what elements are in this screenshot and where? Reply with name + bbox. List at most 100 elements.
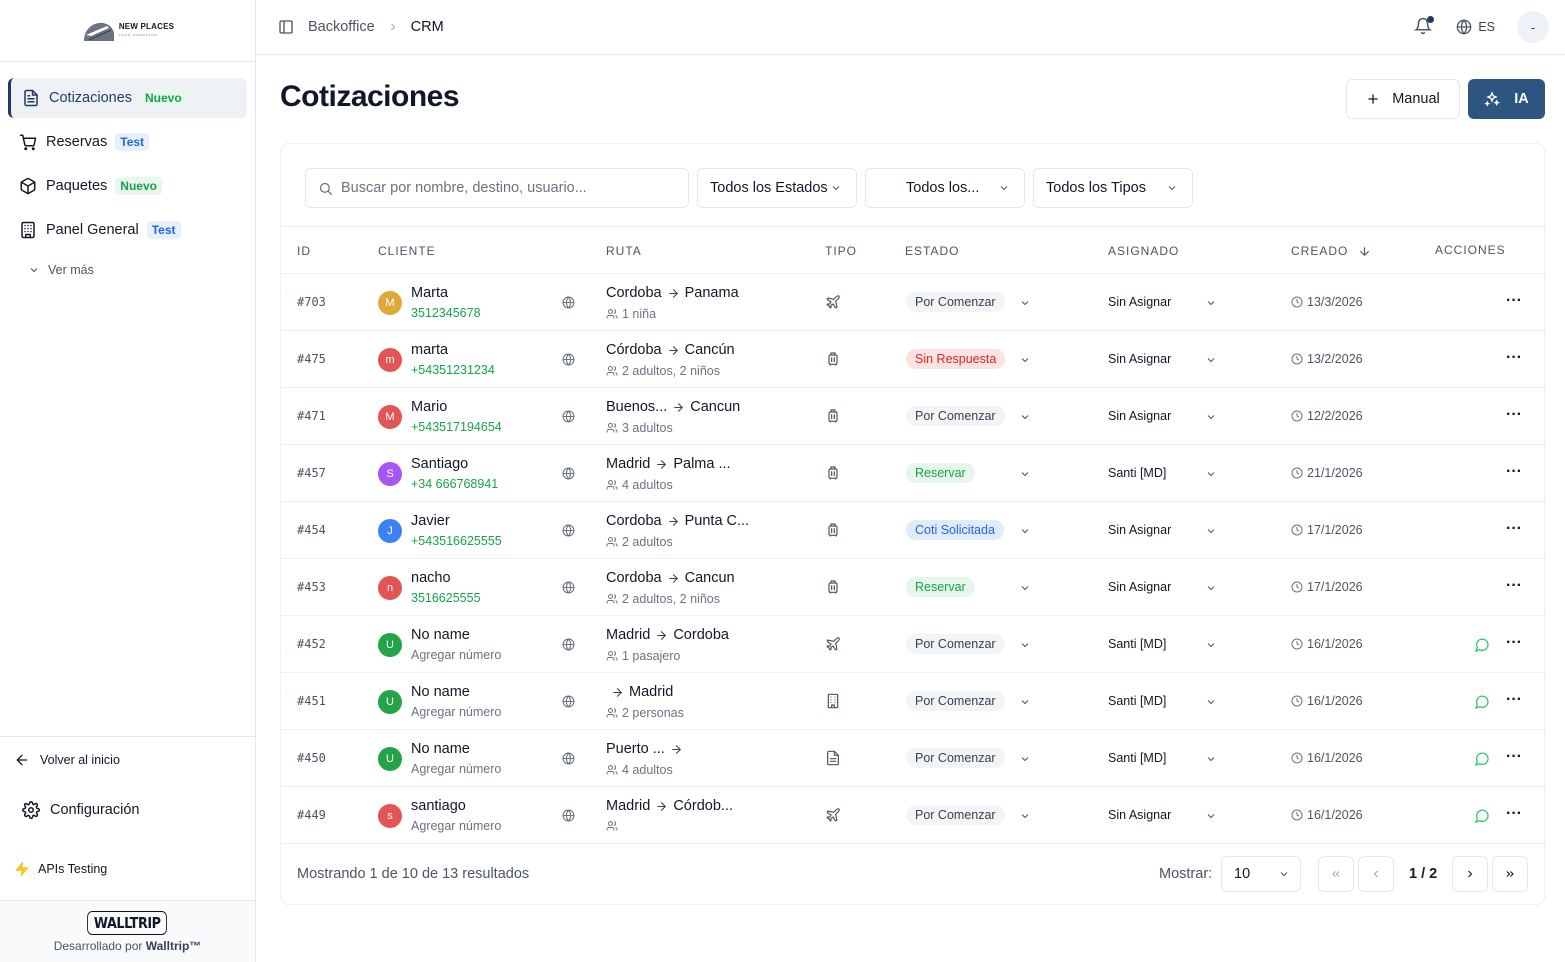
status-dropdown-chevron[interactable] <box>1019 638 1031 656</box>
assignee-dropdown-chevron[interactable] <box>1205 581 1217 599</box>
assignee[interactable]: Sin Asignar <box>1108 523 1172 537</box>
client-name[interactable]: santiago <box>411 798 466 814</box>
col-creado[interactable]: CREADO <box>1291 244 1371 258</box>
more-actions-icon[interactable]: ··· <box>1506 463 1522 480</box>
status-badge[interactable]: Por Comenzar <box>906 748 1005 768</box>
client-phone[interactable]: Agregar número <box>411 648 502 662</box>
ver-mas-toggle[interactable]: Ver más <box>8 256 247 284</box>
type-filter[interactable]: Todos los Tipos <box>1033 168 1193 208</box>
brand-logo[interactable]: NEW PLACES TOUR OPERATOR <box>81 19 174 43</box>
search-input[interactable]: Buscar por nombre, destino, usuario... <box>305 168 689 208</box>
chat-icon[interactable] <box>1474 751 1490 767</box>
assignee-dropdown-chevron[interactable] <box>1205 752 1217 770</box>
status-badge[interactable]: Reservar <box>906 577 975 597</box>
status-filter[interactable]: Todos los Estados <box>697 168 857 208</box>
client-phone[interactable]: 3516625555 <box>411 591 481 605</box>
language-selector[interactable]: ES <box>1456 19 1495 35</box>
table-row[interactable]: #449 s santiago Agregar número Madrid Cór… <box>281 787 1546 844</box>
client-name[interactable]: Marta <box>411 285 449 301</box>
table-row[interactable]: #451 U No name Agregar número Madrid 2 p… <box>281 673 1546 730</box>
status-badge[interactable]: Coti Solicitada <box>906 520 1004 540</box>
assignee[interactable]: Santi [MD] <box>1108 637 1167 651</box>
client-name[interactable]: Mario <box>411 399 448 415</box>
client-phone[interactable]: Agregar número <box>411 705 502 719</box>
user-filter[interactable]: Todos los... <box>865 168 1025 208</box>
client-name[interactable]: marta <box>411 342 449 358</box>
client-phone[interactable]: +543516625555 <box>411 534 502 548</box>
status-dropdown-chevron[interactable] <box>1019 581 1031 599</box>
client-name[interactable]: Javier <box>411 513 450 529</box>
assignee[interactable]: Sin Asignar <box>1108 409 1172 423</box>
route[interactable]: Córdoba Cancún <box>606 342 735 358</box>
table-row[interactable]: #703 M Marta 3512345678 Cordoba Panama 1 … <box>281 274 1546 331</box>
route[interactable]: Buenos... Cancun <box>606 399 740 415</box>
more-actions-icon[interactable]: ··· <box>1506 406 1522 423</box>
sidebar-toggle-icon[interactable] <box>278 19 294 35</box>
assignee[interactable]: Sin Asignar <box>1108 808 1172 822</box>
status-badge[interactable]: Por Comenzar <box>906 805 1005 825</box>
table-row[interactable]: #450 U No name Agregar número Puerto ...… <box>281 730 1546 787</box>
status-dropdown-chevron[interactable] <box>1019 524 1031 542</box>
route[interactable]: Madrid Cordoba <box>606 627 729 643</box>
assignee-dropdown-chevron[interactable] <box>1205 353 1217 371</box>
more-actions-icon[interactable]: ··· <box>1506 748 1522 765</box>
assignee-dropdown-chevron[interactable] <box>1205 524 1217 542</box>
table-row[interactable]: #454 J Javier +543516625555 Cordoba Punta… <box>281 502 1546 559</box>
status-badge[interactable]: Por Comenzar <box>906 292 1005 312</box>
status-badge[interactable]: Por Comenzar <box>906 634 1005 654</box>
chat-icon[interactable] <box>1474 694 1490 710</box>
chat-icon[interactable] <box>1474 808 1490 824</box>
route[interactable]: Puerto ... <box>606 741 688 757</box>
route[interactable]: Cordoba Panama <box>606 285 739 301</box>
status-dropdown-chevron[interactable] <box>1019 296 1031 314</box>
status-dropdown-chevron[interactable] <box>1019 353 1031 371</box>
first-page-button[interactable] <box>1318 856 1354 892</box>
client-phone[interactable]: +54351231234 <box>411 363 495 377</box>
last-page-button[interactable] <box>1492 856 1528 892</box>
assignee[interactable]: Sin Asignar <box>1108 295 1172 309</box>
client-name[interactable]: No name <box>411 627 470 643</box>
route[interactable]: Cordoba Cancun <box>606 570 735 586</box>
status-dropdown-chevron[interactable] <box>1019 467 1031 485</box>
prev-page-button[interactable] <box>1358 856 1394 892</box>
back-home-link[interactable]: Volver al inicio <box>0 736 255 782</box>
ai-button[interactable]: IA <box>1468 79 1545 119</box>
assignee-dropdown-chevron[interactable] <box>1205 296 1217 314</box>
assignee[interactable]: Santi [MD] <box>1108 466 1167 480</box>
assignee[interactable]: Santi [MD] <box>1108 694 1167 708</box>
client-phone[interactable]: Agregar número <box>411 819 502 833</box>
table-row[interactable]: #453 n nacho 3516625555 Cordoba Cancun 2 … <box>281 559 1546 616</box>
add-manual-button[interactable]: Manual <box>1346 79 1460 119</box>
assignee-dropdown-chevron[interactable] <box>1205 638 1217 656</box>
assignee-dropdown-chevron[interactable] <box>1205 467 1217 485</box>
more-actions-icon[interactable]: ··· <box>1506 634 1522 651</box>
client-name[interactable]: nacho <box>411 570 451 586</box>
table-row[interactable]: #475 m marta +54351231234 Córdoba Cancún … <box>281 331 1546 388</box>
status-badge[interactable]: Por Comenzar <box>906 406 1005 426</box>
assignee-dropdown-chevron[interactable] <box>1205 410 1217 428</box>
client-phone[interactable]: +34 666768941 <box>411 477 499 491</box>
assignee-dropdown-chevron[interactable] <box>1205 695 1217 713</box>
route[interactable]: Cordoba Punta C... <box>606 513 749 529</box>
more-actions-icon[interactable]: ··· <box>1506 520 1522 537</box>
route[interactable]: Madrid Córdob... <box>606 798 733 814</box>
status-dropdown-chevron[interactable] <box>1019 752 1031 770</box>
status-dropdown-chevron[interactable] <box>1019 695 1031 713</box>
assignee[interactable]: Santi [MD] <box>1108 751 1167 765</box>
user-avatar[interactable]: - <box>1517 11 1549 43</box>
status-badge[interactable]: Sin Respuesta <box>906 349 1006 369</box>
sidebar-item-cotizaciones[interactable]: Cotizaciones Nuevo <box>8 78 247 118</box>
notifications-button[interactable] <box>1414 16 1435 37</box>
table-row[interactable]: #452 U No name Agregar número Madrid Cord… <box>281 616 1546 673</box>
status-badge[interactable]: Por Comenzar <box>906 691 1005 711</box>
status-badge[interactable]: Reservar <box>906 463 975 483</box>
breadcrumb-backoffice[interactable]: Backoffice <box>308 19 375 35</box>
client-name[interactable]: No name <box>411 741 470 757</box>
more-actions-icon[interactable]: ··· <box>1506 577 1522 594</box>
next-page-button[interactable] <box>1452 856 1488 892</box>
status-dropdown-chevron[interactable] <box>1019 809 1031 827</box>
route[interactable]: Madrid Palma ... <box>606 456 731 472</box>
assignee[interactable]: Sin Asignar <box>1108 580 1172 594</box>
assignee[interactable]: Sin Asignar <box>1108 352 1172 366</box>
settings-link[interactable]: Configuración <box>0 782 255 838</box>
